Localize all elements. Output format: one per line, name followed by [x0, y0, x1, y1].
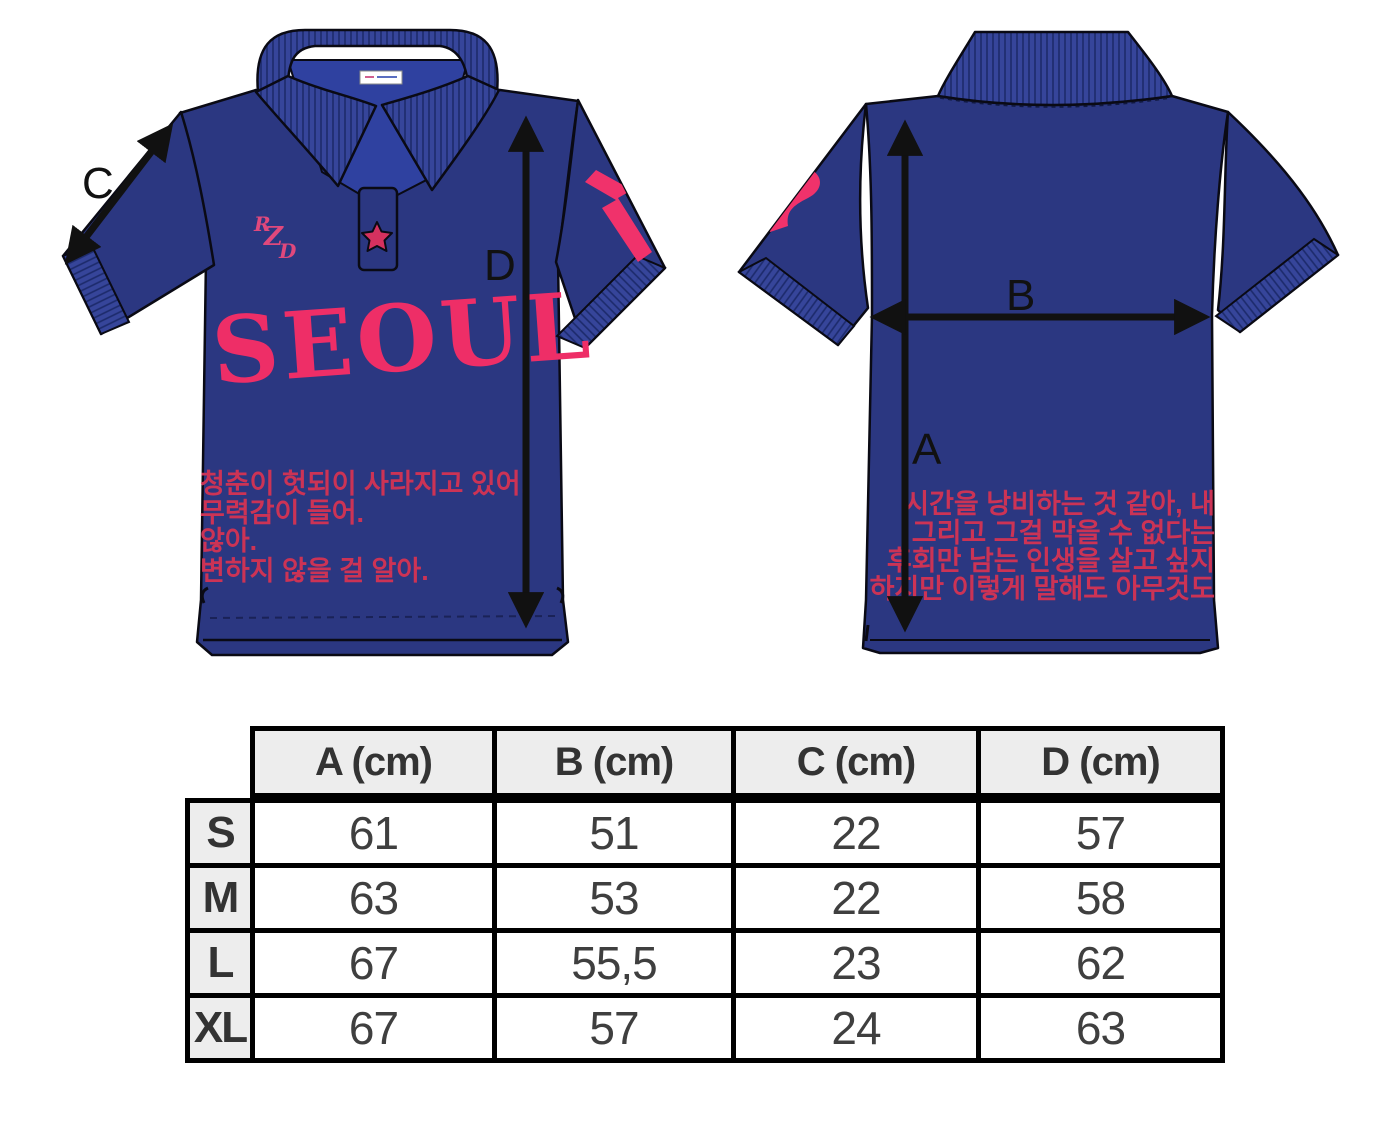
measurement-arrows	[64, 115, 1211, 633]
front-left-sleeve	[61, 110, 216, 336]
button-star	[361, 221, 393, 252]
front-text-line-1: 청춘이 헛되이 사라지고 있어.	[200, 469, 528, 499]
value-m-c: 22	[736, 868, 976, 928]
front-text-line-4: 변하지 않을 걸 알아.	[200, 556, 429, 586]
back-left-cuff	[737, 256, 856, 347]
collar-flap-right	[380, 74, 501, 192]
value-l-a: 67	[255, 933, 492, 993]
front-body-text: 청춘이 헛되이 사라지고 있어. 무력감이 들어. 않아. 변하지 않을 걸 알…	[200, 469, 528, 586]
value-s-b: 51	[497, 803, 731, 863]
size-label-m: M	[190, 868, 250, 928]
front-hem-stitch	[209, 615, 557, 619]
column-header-c: C (cm)	[736, 731, 976, 793]
value-xl-a: 67	[255, 998, 492, 1058]
front-right-sleeve	[554, 98, 667, 350]
value-s-c: 22	[736, 803, 976, 863]
size-table-body: S 61 51 22 57 M 63 53 22 58 L 67 55,5 23…	[185, 798, 1225, 1063]
back-right-sleeve	[1214, 110, 1340, 334]
collar-flap-left	[254, 74, 378, 188]
value-m-d: 58	[981, 868, 1220, 928]
label-b: B	[1006, 271, 1035, 320]
back-collar-seam	[939, 97, 1171, 108]
shirt-back-view: 시간을 낭비하는 것 같아, 내 그리고 그걸 막을 수 없다는 후회만 남는 …	[737, 30, 1340, 655]
sleeve-graphic-front	[585, 170, 652, 262]
size-label-l: L	[190, 933, 250, 993]
size-label-xl: XL	[190, 998, 250, 1058]
value-xl-b: 57	[497, 998, 731, 1058]
value-l-b: 55,5	[497, 933, 731, 993]
size-table: A (cm) B (cm) C (cm) D (cm) S 61 51 22 5…	[185, 726, 1225, 1063]
front-hem-slit-left	[200, 586, 209, 604]
label-a: A	[912, 425, 942, 474]
value-s-a: 61	[255, 803, 492, 863]
value-xl-d: 63	[981, 998, 1220, 1058]
size-label-s: S	[190, 803, 250, 863]
front-right-cuff	[555, 254, 667, 350]
back-text-line-1: 시간을 낭비하는 것 같아, 내	[904, 489, 1215, 519]
back-text-line-3: 후회만 남는 인생을 살고 싶지	[887, 546, 1215, 576]
brand-tag	[359, 70, 403, 85]
value-m-b: 53	[497, 868, 731, 928]
column-header-b: B (cm)	[497, 731, 731, 793]
column-header-a: A (cm)	[255, 731, 492, 793]
back-left-sleeve	[737, 102, 870, 347]
brand-monogram: R Z D	[253, 212, 297, 263]
back-text-line-2: 그리고 그걸 막을 수 없다는	[912, 518, 1215, 548]
back-text-line-4: 하지만 이렇게 말해도 아무것도	[870, 574, 1215, 604]
value-s-d: 57	[981, 803, 1220, 863]
value-m-a: 63	[255, 868, 492, 928]
label-c: C	[82, 159, 114, 208]
monogram-letter-r: R	[253, 212, 271, 236]
value-l-c: 23	[736, 933, 976, 993]
garment-diagram: R Z D SEOUL 청춘이 헛되이 사라지고 있어. 무력감이 들어. 않아…	[61, 28, 1340, 657]
value-l-d: 62	[981, 933, 1220, 993]
value-xl-c: 24	[736, 998, 976, 1058]
front-collar	[254, 28, 501, 272]
back-body-text: 시간을 낭비하는 것 같아, 내 그리고 그걸 막을 수 없다는 후회만 남는 …	[870, 489, 1215, 604]
back-hem-slit-left	[864, 624, 870, 642]
monogram-letter-z: Z	[263, 222, 284, 252]
front-hem-slit-right	[556, 586, 565, 604]
front-text-line-2: 무력감이 들어.	[200, 498, 364, 528]
arrow-c	[64, 123, 174, 265]
size-table-header: A (cm) B (cm) C (cm) D (cm)	[250, 726, 1225, 798]
column-header-d: D (cm)	[981, 731, 1220, 793]
shirt-front-view: R Z D SEOUL 청춘이 헛되이 사라지고 있어. 무력감이 들어. 않아…	[61, 28, 667, 657]
back-right-cuff	[1214, 237, 1340, 334]
monogram-letter-d: D	[278, 239, 297, 263]
back-collar	[936, 30, 1174, 107]
front-text-line-3: 않아.	[200, 526, 257, 556]
label-d: D	[484, 241, 516, 290]
